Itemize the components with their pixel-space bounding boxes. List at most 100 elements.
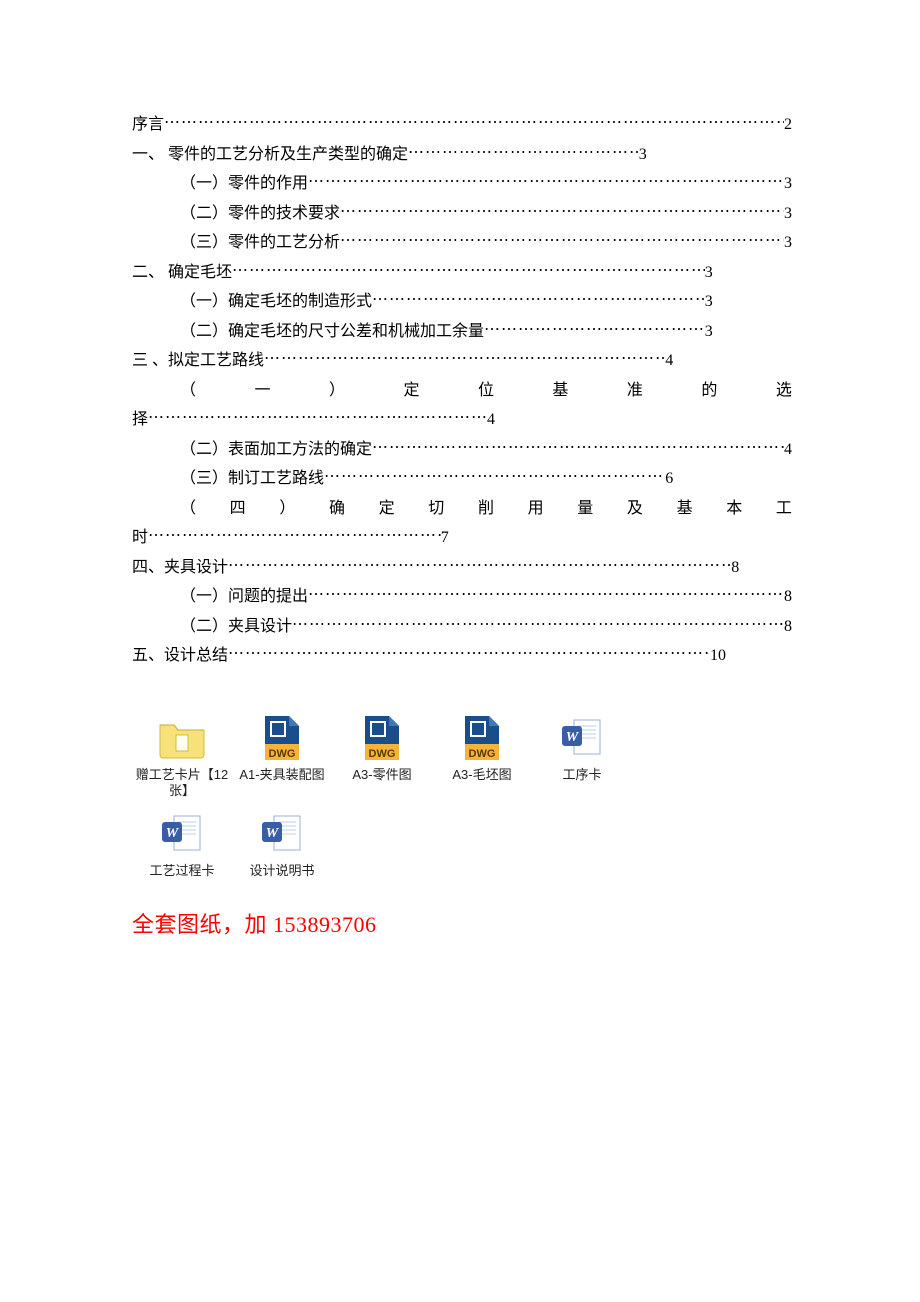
toc-dots — [308, 580, 784, 610]
toc-entry: （三）零件的工艺分析 3 — [132, 228, 792, 258]
folder-icon — [157, 713, 207, 763]
toc-page: 3 — [784, 169, 792, 199]
toc-text: （二）夹具设计 — [180, 612, 292, 642]
svg-text:DWG: DWG — [369, 748, 396, 760]
toc-entry: 三 、拟定工艺路线 4 — [132, 346, 673, 376]
toc-dots — [264, 344, 665, 374]
toc-text: 时 — [132, 523, 148, 553]
toc-entry: （二）零件的技术要求 3 — [132, 199, 792, 229]
toc-page: 10 — [710, 641, 726, 671]
file-label: 设计说明书 — [232, 863, 332, 879]
toc-dots — [408, 138, 639, 168]
toc-text: 序言 — [132, 110, 164, 140]
toc-page: 3 — [784, 228, 792, 258]
toc-text: （二）零件的技术要求 — [180, 199, 340, 229]
toc-char: 本 — [726, 494, 742, 524]
toc-dots — [372, 285, 705, 315]
file-label: A1-夹具装配图 — [232, 767, 332, 783]
toc-text: 四、夹具设计 — [132, 553, 228, 583]
toc-text: 一、 零件的工艺分析及生产类型的确定 — [132, 140, 408, 170]
toc-entry-wrap2: 择 4 — [132, 405, 495, 435]
toc-entry: （二）确定毛坯的尺寸公差和机械加工余量 3 — [132, 317, 713, 347]
toc-char: 削 — [478, 494, 494, 524]
toc-page: 4 — [784, 435, 792, 465]
toc-char: ） — [329, 376, 345, 406]
file-label: A3-零件图 — [332, 767, 432, 783]
toc-page: 4 — [665, 346, 673, 376]
file-item[interactable]: DWG A1-夹具装配图 — [232, 709, 332, 805]
toc-page: 8 — [784, 612, 792, 642]
toc-entry: 四、夹具设计 8 — [132, 553, 739, 583]
svg-text:W: W — [566, 730, 580, 745]
toc-char: 选 — [776, 376, 792, 406]
svg-text:W: W — [266, 826, 280, 841]
toc-text: （三）制订工艺路线 — [180, 464, 324, 494]
file-item[interactable]: W 设计说明书 — [232, 805, 332, 885]
toc-char: 工 — [776, 494, 792, 524]
word-icon: W — [157, 809, 207, 859]
toc-text: （二）确定毛坯的尺寸公差和机械加工余量 — [180, 317, 484, 347]
toc-page: 3 — [705, 287, 713, 317]
file-item[interactable]: DWG A3-零件图 — [332, 709, 432, 805]
toc-page: 2 — [784, 110, 792, 140]
word-icon: W — [257, 809, 307, 859]
toc-page: 6 — [665, 464, 673, 494]
toc-dots — [484, 315, 705, 345]
dwg-icon: DWG — [257, 713, 307, 763]
toc-dots — [148, 403, 487, 433]
file-label: 赠工艺卡片【12张】 — [132, 767, 232, 799]
toc-text: （一）确定毛坯的制造形式 — [180, 287, 372, 317]
toc-char: 用 — [528, 494, 544, 524]
svg-text:W: W — [166, 826, 180, 841]
toc-entry: （二）表面加工方法的确定 4 — [132, 435, 792, 465]
toc-char: 一 — [254, 376, 270, 406]
toc-entry-wrap2: 时 7 — [132, 523, 449, 553]
dwg-icon: DWG — [457, 713, 507, 763]
toc-text: 择 — [132, 405, 148, 435]
file-label: A3-毛坯图 — [432, 767, 532, 783]
toc-page: 3 — [639, 140, 647, 170]
toc-char: 定 — [379, 494, 395, 524]
toc-dots — [340, 197, 784, 227]
file-item[interactable]: W 工艺过程卡 — [132, 805, 232, 885]
toc-entry: 序言 2 — [132, 110, 792, 140]
toc-entry: （一）确定毛坯的制造形式 3 — [132, 287, 713, 317]
file-grid: 赠工艺卡片【12张】 DWG A1-夹具装配图 — [132, 709, 642, 885]
toc-dots — [228, 639, 710, 669]
toc-dots — [324, 462, 665, 492]
toc-text: 五、设计总结 — [132, 641, 228, 671]
toc-dots — [372, 433, 784, 463]
toc-char: 基 — [677, 494, 693, 524]
toc-char: （ — [180, 376, 196, 406]
svg-text:DWG: DWG — [469, 748, 496, 760]
toc-entry-wrapped: （ 一 ） 定 位 基 准 的 选 — [132, 376, 792, 406]
toc-page: 3 — [705, 317, 713, 347]
toc-char: 位 — [478, 376, 494, 406]
toc-dots — [148, 521, 441, 551]
toc-text: （一）问题的提出 — [180, 582, 308, 612]
toc-entry: 二、 确定毛坯 3 — [132, 258, 713, 288]
toc-char: 及 — [627, 494, 643, 524]
contact-text: 全套图纸，加 153893706 — [132, 907, 792, 939]
file-item[interactable]: 赠工艺卡片【12张】 — [132, 709, 232, 805]
toc-char: 四 — [230, 494, 246, 524]
toc-entry: 一、 零件的工艺分析及生产类型的确定 3 — [132, 140, 647, 170]
toc-page: 4 — [487, 405, 495, 435]
toc-char: 的 — [701, 376, 717, 406]
toc-text: 二、 确定毛坯 — [132, 258, 232, 288]
toc-dots — [164, 108, 784, 138]
file-label: 工艺过程卡 — [132, 863, 232, 879]
toc-entry: （三）制订工艺路线 6 — [132, 464, 673, 494]
toc-page: 3 — [705, 258, 713, 288]
file-item[interactable]: W 工序卡 — [532, 709, 632, 805]
toc-page: 8 — [784, 582, 792, 612]
toc-page: 8 — [731, 553, 739, 583]
toc-char: ） — [279, 494, 295, 524]
toc-dots — [232, 256, 705, 286]
toc-dots — [228, 551, 731, 581]
toc-entry: 五、设计总结 10 — [132, 641, 726, 671]
toc-dots — [308, 167, 784, 197]
toc-char: 基 — [552, 376, 568, 406]
toc-dots — [340, 226, 784, 256]
file-item[interactable]: DWG A3-毛坯图 — [432, 709, 532, 805]
